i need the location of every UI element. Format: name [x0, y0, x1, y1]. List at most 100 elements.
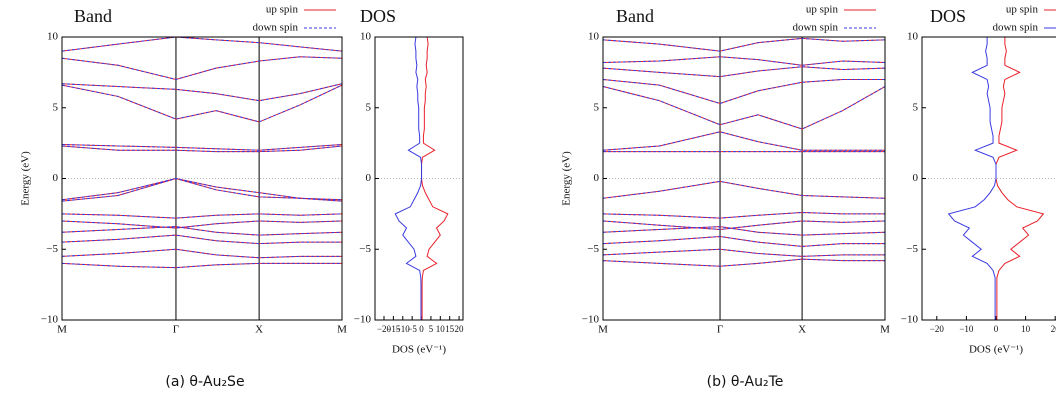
x-tick-label: 20	[1051, 324, 1056, 334]
band-line	[62, 226, 342, 236]
chart-title: DOS	[360, 6, 396, 26]
band-line	[603, 78, 885, 105]
y-tick-label: 0	[913, 172, 919, 184]
band-line	[62, 84, 342, 123]
y-tick-label: 10	[47, 31, 59, 43]
x-tick-label: 20	[455, 324, 465, 334]
y-tick-label: 5	[594, 101, 600, 113]
x-tick-label: 0	[419, 324, 424, 334]
x-tick-label: 0	[994, 324, 999, 334]
band-line	[603, 78, 885, 105]
y-tick-label: 10	[360, 31, 372, 43]
band-line	[62, 177, 342, 202]
plot-frame	[921, 36, 1056, 321]
band-line	[62, 84, 342, 123]
band-line	[62, 177, 342, 202]
band-line	[603, 180, 885, 199]
y-tick-label: 5	[366, 101, 372, 113]
x-tick-label: M	[337, 324, 347, 336]
x-tick-label: M	[598, 324, 608, 336]
band-line	[62, 213, 342, 219]
x-tick-label: −10	[396, 324, 411, 334]
band-line	[603, 226, 885, 236]
dos-line	[421, 37, 449, 320]
y-tick-label: −5	[359, 243, 371, 255]
caption: (a) θ-Au₂Se	[165, 374, 244, 390]
band-line	[603, 37, 885, 52]
band-line	[62, 226, 342, 236]
y-axis-label: Energy (eV)	[561, 151, 573, 206]
band-line	[603, 37, 885, 52]
band-line	[603, 180, 885, 199]
band-line	[62, 56, 342, 80]
plot-frame	[61, 36, 343, 321]
band-line	[62, 248, 342, 259]
y-tick-label: 5	[53, 101, 59, 113]
y-tick-label: 0	[366, 172, 372, 184]
legend-label: up spin	[806, 4, 839, 16]
x-tick-label: M	[880, 324, 890, 336]
band-line	[603, 236, 885, 247]
y-tick-label: −10	[354, 314, 372, 326]
x-tick-label: −15	[386, 324, 401, 334]
x-tick-label: −10	[959, 324, 974, 334]
band-line	[62, 56, 342, 80]
x-tick-label: M	[57, 324, 67, 336]
dos-line	[947, 37, 997, 320]
chart-title: Band	[616, 6, 654, 26]
y-tick-label: −10	[901, 314, 919, 326]
band-line	[62, 234, 342, 245]
y-tick-label: 10	[588, 31, 600, 43]
x-axis-label: DOS (eV⁻¹)	[392, 344, 446, 356]
band-line	[62, 248, 342, 259]
y-tick-label: −5	[906, 243, 918, 255]
band-line	[603, 220, 885, 230]
legend-label: down spin	[792, 22, 838, 34]
y-tick-label: 0	[53, 172, 59, 184]
plot-frame	[374, 36, 464, 321]
y-tick-label: 10	[907, 31, 919, 43]
legend-label: down spin	[252, 22, 298, 34]
x-tick-label: X	[798, 324, 806, 336]
x-tick-label: X	[255, 324, 263, 336]
band-line	[62, 83, 342, 102]
band-line	[62, 220, 342, 229]
band-line	[603, 248, 885, 257]
band-line	[603, 258, 885, 267]
band-line	[603, 86, 885, 130]
chart-title: DOS	[930, 6, 966, 26]
y-axis-label: Energy (eV)	[20, 151, 32, 206]
x-tick-label: −20	[930, 324, 945, 334]
y-tick-label: −5	[46, 243, 58, 255]
band-line	[603, 66, 885, 78]
x-tick-label: 10	[436, 324, 446, 334]
band-line	[62, 234, 342, 245]
x-tick-label: 15	[445, 324, 455, 334]
x-tick-label: Γ	[173, 324, 179, 336]
band-line	[603, 86, 885, 130]
band-line	[62, 144, 342, 151]
x-tick-label: −20	[377, 324, 392, 334]
band-line	[62, 37, 342, 52]
legend-label: up spin	[266, 4, 299, 16]
band-line	[603, 56, 885, 66]
chart-title: Band	[74, 6, 112, 26]
x-tick-label: −5	[407, 324, 417, 334]
band-line	[62, 262, 342, 269]
y-tick-label: 5	[913, 101, 919, 113]
y-tick-label: 0	[594, 172, 600, 184]
legend-label: down spin	[992, 22, 1038, 34]
band-line	[603, 131, 885, 151]
band-line	[603, 211, 885, 219]
y-tick-label: −10	[582, 314, 600, 326]
band-line	[62, 145, 342, 153]
y-tick-label: −10	[41, 314, 59, 326]
plot-frame	[602, 36, 886, 321]
dos-line	[394, 37, 423, 320]
caption: (b) θ-Au₂Te	[707, 374, 784, 390]
x-tick-label: 10	[1021, 324, 1031, 334]
x-tick-label: 5	[429, 324, 434, 334]
band-line	[62, 220, 342, 229]
